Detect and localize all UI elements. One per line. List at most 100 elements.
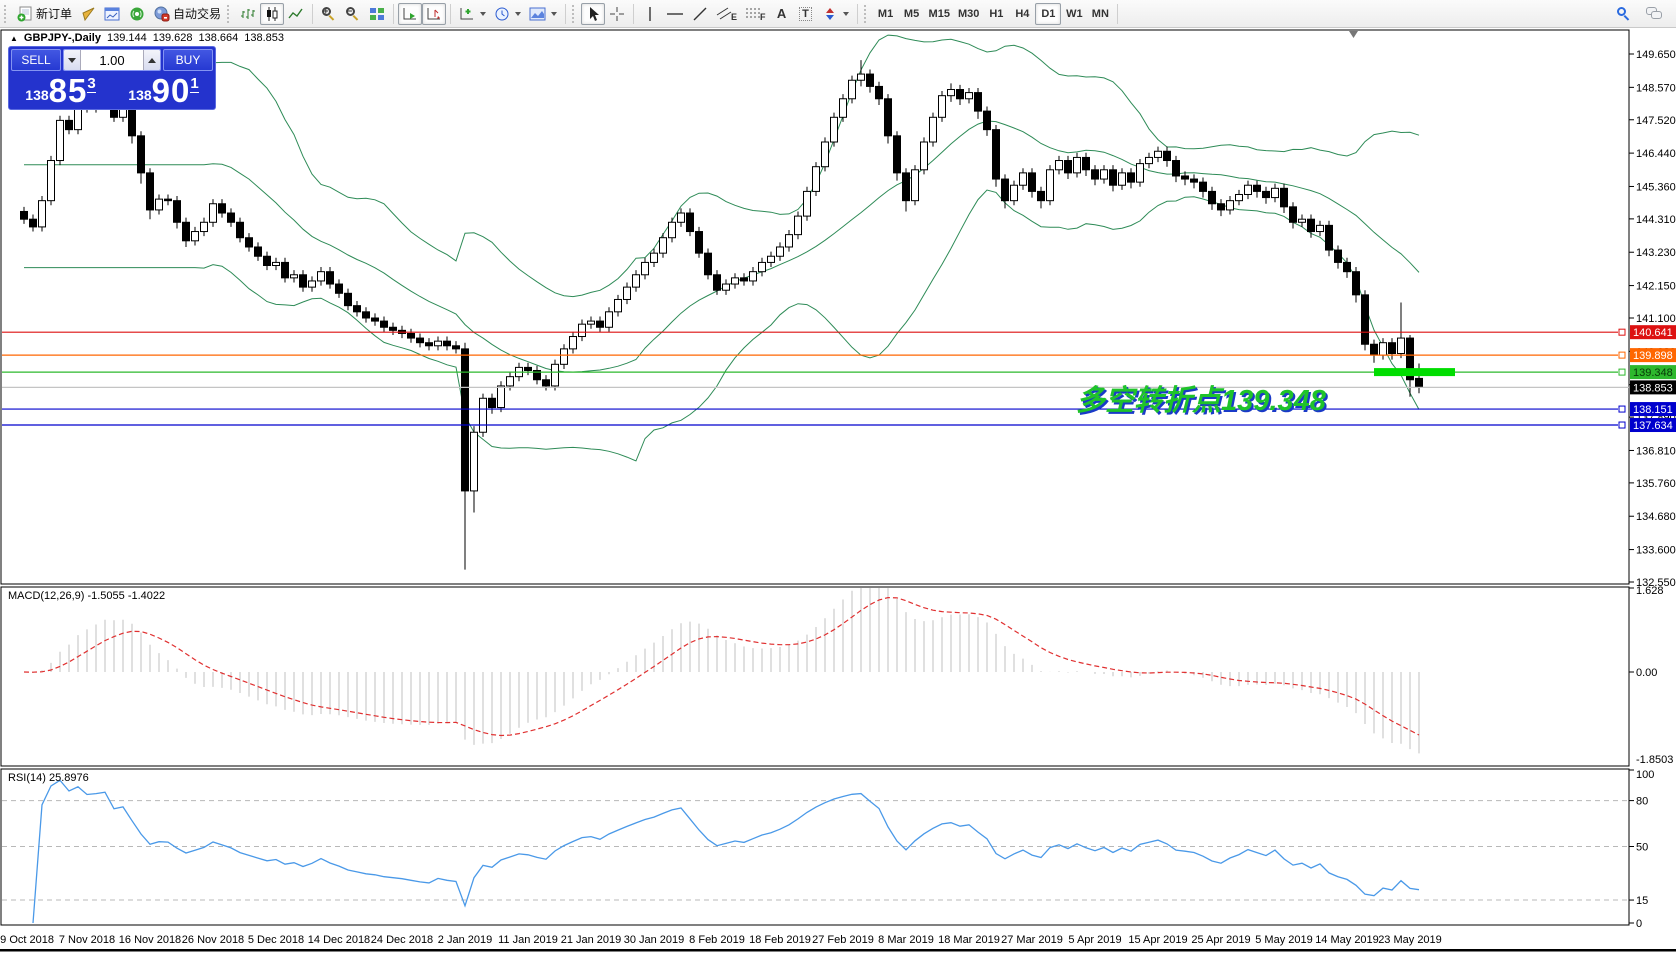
volume-decrease-button[interactable]: [64, 50, 80, 70]
text-tool-button[interactable]: A: [770, 3, 794, 25]
cursor-tool-button[interactable]: [581, 2, 606, 25]
timeframe-d1-button[interactable]: D1: [1035, 2, 1062, 25]
svg-text:133.600: 133.600: [1636, 545, 1676, 557]
trendline-tool-button[interactable]: [688, 3, 712, 25]
clock-icon: [495, 7, 509, 20]
svg-text:1.628: 1.628: [1636, 585, 1664, 597]
svg-text:145.360: 145.360: [1636, 181, 1676, 193]
text-label-tool-button[interactable]: T: [794, 3, 818, 25]
svg-text:25 Apr 2019: 25 Apr 2019: [1191, 934, 1250, 946]
buy-price-display[interactable]: 138 90 1: [114, 73, 213, 107]
svg-text:14 May 2019: 14 May 2019: [1315, 934, 1379, 946]
timeframe-m15-button[interactable]: M15: [928, 7, 950, 20]
new-chart-button[interactable]: [100, 3, 125, 25]
date-axis: 29 Oct 2018 7 Nov 2018 16 Nov 2018 26 Nov 2…: [0, 934, 1442, 946]
crosshair-tool-button[interactable]: [605, 3, 629, 25]
horizontal-line-tool-button[interactable]: [662, 3, 688, 25]
buy-button[interactable]: BUY: [163, 49, 213, 71]
svg-text:149.650: 149.650: [1636, 49, 1676, 61]
vertical-line-tool-button[interactable]: [638, 3, 662, 25]
zoom-in-icon: +: [322, 6, 336, 21]
bar-chart-mode-button[interactable]: [236, 3, 260, 25]
tile-windows-button[interactable]: [365, 3, 389, 25]
styler-button[interactable]: [76, 3, 100, 25]
new-order-button[interactable]: 新订单: [13, 3, 76, 25]
toolbar-grip: [227, 4, 232, 23]
channel-badge: E: [731, 11, 738, 22]
templates-button[interactable]: [525, 3, 561, 25]
sell-price-display[interactable]: 138 85 3: [11, 73, 110, 107]
svg-text:136.810: 136.810: [1636, 445, 1676, 457]
timeframe-w1-button[interactable]: W1: [1066, 7, 1083, 20]
caret-up-icon: [148, 57, 156, 63]
fibonacci-tool-button[interactable]: F: [741, 3, 770, 25]
timeframe-h1-button[interactable]: H1: [989, 7, 1004, 20]
sell-price-main: 138: [25, 87, 49, 103]
svg-text:2 Jan 2019: 2 Jan 2019: [438, 934, 492, 946]
arrows-tool-button[interactable]: [818, 3, 853, 25]
svg-text:27 Feb 2019: 27 Feb 2019: [812, 934, 874, 946]
timeframe-m1-button[interactable]: M1: [877, 7, 894, 20]
chat-button[interactable]: [1642, 3, 1666, 25]
svg-text:141.100: 141.100: [1636, 313, 1676, 325]
line-chart-mode-button[interactable]: [284, 3, 308, 25]
auto-scroll-button[interactable]: [398, 2, 423, 25]
auto-trading-label: 自动交易: [173, 7, 222, 21]
sell-price-pips: 85: [48, 72, 88, 109]
toolbar-grip: [863, 4, 869, 23]
svg-text:0.00: 0.00: [1636, 667, 1657, 679]
timeframe-m30-button[interactable]: M30: [957, 7, 980, 20]
zoom-in-button[interactable]: +: [317, 3, 341, 25]
auto-trading-button[interactable]: 自动交易: [149, 3, 225, 25]
svg-text:27 Mar 2019: 27 Mar 2019: [1001, 934, 1063, 946]
tile-windows-icon: [370, 7, 385, 20]
candlestick-mode-button[interactable]: [260, 2, 285, 25]
toolbar-separator: [1117, 3, 1119, 24]
template-icon: [529, 7, 546, 20]
svg-text:30 Jan 2019: 30 Jan 2019: [624, 934, 685, 946]
candlestick-icon: [267, 6, 278, 21]
zoom-out-button[interactable]: −: [341, 3, 365, 25]
yellow-arrow-icon: [82, 7, 95, 21]
volume-stepper: 1.00: [63, 49, 161, 71]
rsi-panel: 100 80 50 15 0 RSI(14) 25.8976: [2, 769, 1654, 930]
timeframe-m5-button[interactable]: M5: [903, 7, 920, 20]
svg-text:50: 50: [1636, 842, 1648, 854]
timeframe-mn-button[interactable]: MN: [1091, 7, 1109, 20]
buy-price-pips: 90: [151, 72, 191, 109]
indicators-button[interactable]: [455, 3, 490, 25]
quote-open: 139.144: [106, 32, 147, 44]
new-chart-icon: [104, 7, 120, 20]
svg-text:16 Nov 2018: 16 Nov 2018: [119, 934, 181, 946]
search-button[interactable]: [1612, 3, 1636, 25]
toolbar-separator: [565, 3, 567, 24]
crosshair-icon: [610, 6, 625, 21]
search-icon: [1617, 6, 1631, 21]
channel-tool-button[interactable]: E: [712, 3, 741, 25]
buy-price-main: 138: [128, 87, 152, 103]
sell-button[interactable]: SELL: [11, 49, 61, 71]
signals-button[interactable]: [125, 3, 149, 25]
vertical-line-icon: [649, 6, 651, 21]
line-chart-icon: [288, 8, 303, 18]
svg-text:18 Mar 2019: 18 Mar 2019: [938, 934, 1000, 946]
sell-price-point: 3: [87, 75, 96, 93]
svg-text:18 Feb 2019: 18 Feb 2019: [749, 934, 811, 946]
auto-trading-icon: [154, 6, 170, 21]
volume-input[interactable]: 1.00: [80, 50, 144, 70]
timeframes-menu-button[interactable]: [490, 3, 525, 25]
svg-text:140.641: 140.641: [1633, 327, 1673, 339]
horizontal-levels: [2, 328, 1629, 429]
cursor-icon: [590, 6, 600, 21]
svg-text:80: 80: [1636, 796, 1648, 808]
volume-increase-button[interactable]: [144, 50, 160, 70]
svg-text:144.310: 144.310: [1636, 214, 1676, 226]
svg-text:138.151: 138.151: [1633, 404, 1673, 416]
dropdown-caret-icon: [515, 11, 522, 16]
panel-borders: [0, 29, 1630, 926]
timeframe-h4-button[interactable]: H4: [1015, 7, 1030, 20]
chart-shift-button[interactable]: [422, 2, 447, 25]
svg-text:23 May 2019: 23 May 2019: [1378, 934, 1442, 946]
quote-low: 138.664: [198, 32, 239, 44]
